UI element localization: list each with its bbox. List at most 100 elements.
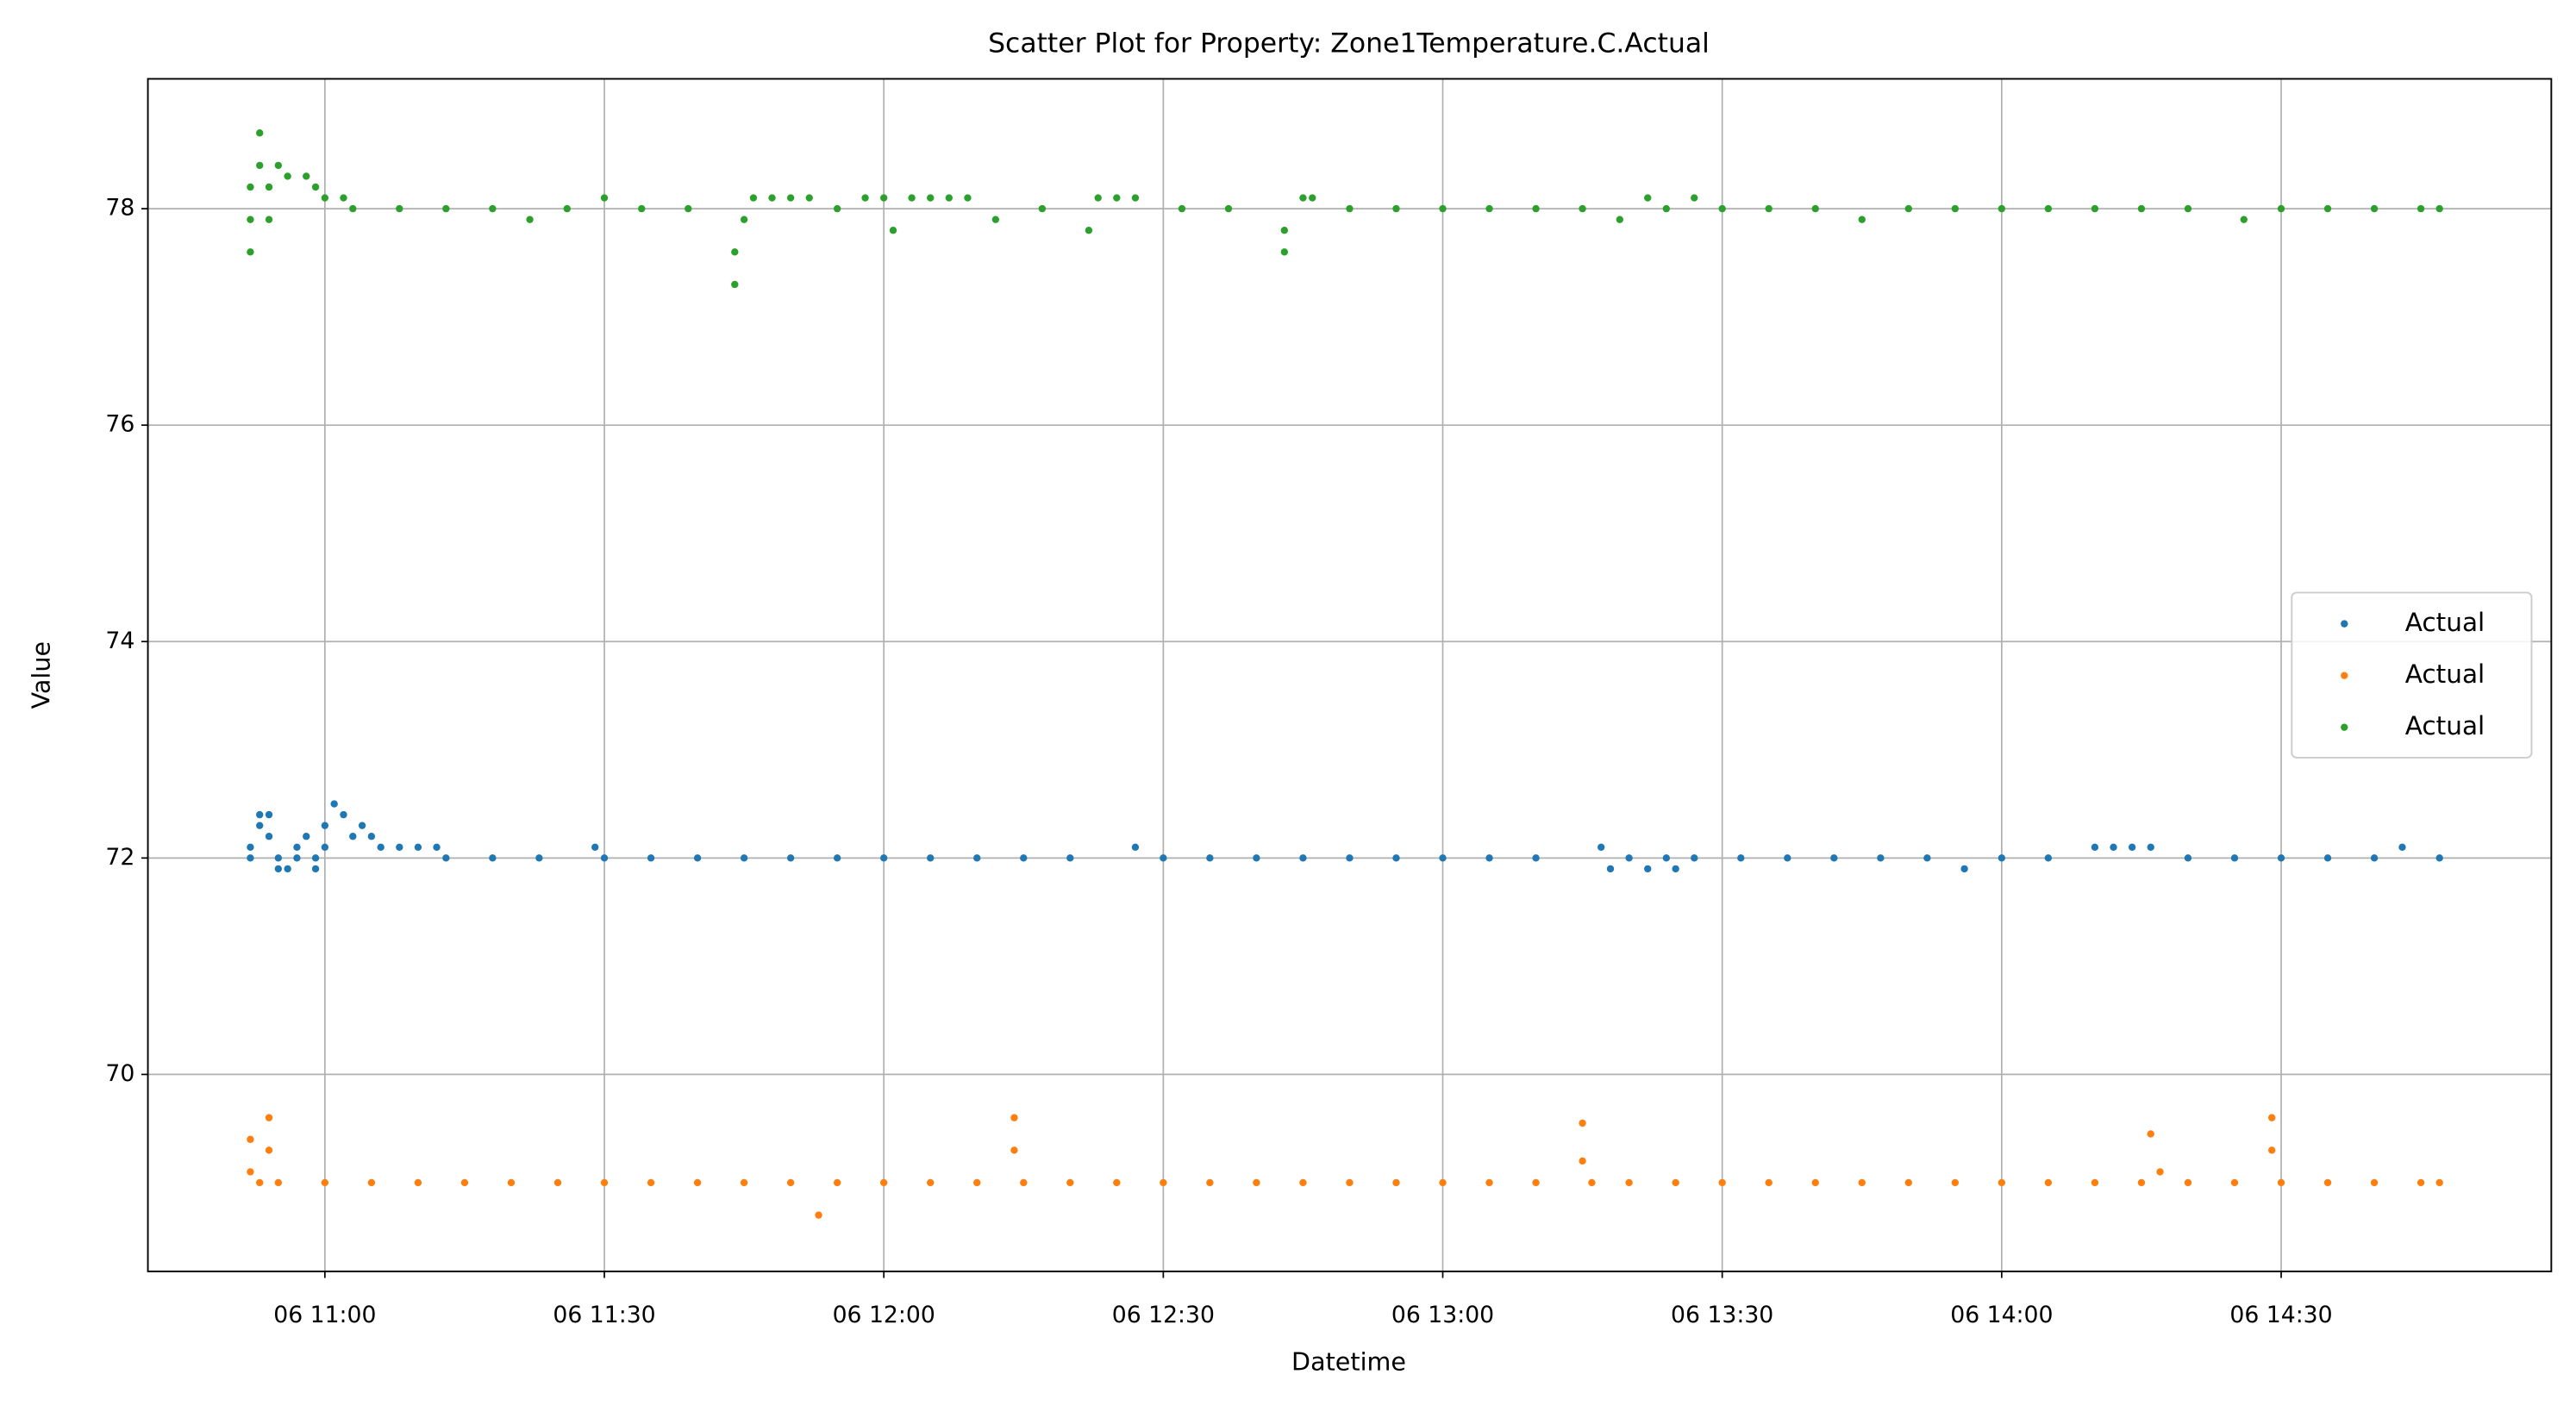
point [833,1178,841,1187]
point [414,843,422,851]
y-tick-label: 78 [105,195,134,222]
point [1485,204,1493,213]
point [927,194,935,202]
point [786,194,795,202]
point [1160,1178,1167,1187]
point [879,194,888,202]
point [1858,216,1866,223]
point [284,172,291,180]
point [2184,204,2192,213]
point [358,822,366,829]
point [2268,1146,2276,1154]
point [945,194,953,202]
point [2147,1130,2154,1138]
point [1178,204,1186,213]
point [1691,194,1698,202]
point [1020,1178,1028,1187]
point [256,129,264,137]
point [2091,843,2099,851]
point [647,854,655,862]
point [908,194,916,202]
point [340,810,347,819]
point [833,854,841,862]
point [2128,843,2136,851]
point [311,854,320,862]
point [1346,854,1354,862]
point [1439,1178,1447,1187]
point [1579,1157,1586,1165]
point [1160,854,1167,862]
point [1765,204,1773,213]
point [303,172,310,180]
y-axis-label: Value [27,641,56,709]
x-tick-label: 06 12:30 [1112,1302,1215,1328]
point [2044,204,2053,213]
point [1299,194,1307,202]
point [600,1178,609,1187]
point [889,227,897,234]
point [265,1114,273,1121]
point [768,194,776,202]
point [274,854,283,862]
point [1718,204,1726,213]
point [1010,1146,1018,1154]
y-tick-label: 74 [105,628,134,654]
point [1346,1178,1354,1187]
point [489,204,497,213]
point [274,161,283,170]
point [1644,865,1652,873]
x-tick-label: 06 14:30 [2229,1302,2332,1328]
point [340,194,347,202]
point [442,854,450,862]
point [731,248,739,256]
point [1224,204,1233,213]
point [303,833,310,840]
point [2323,854,2332,862]
point [1038,204,1047,213]
point [1998,854,2006,862]
point [927,1178,935,1187]
legend-label: Actual [2405,711,2485,740]
point [349,204,357,213]
point [377,843,385,851]
point [414,1178,422,1187]
x-tick-label: 06 12:00 [833,1302,935,1328]
point [731,280,739,289]
point [2277,1178,2285,1187]
point [1691,854,1698,862]
point [2230,1178,2239,1187]
point [2230,854,2239,862]
point [1998,204,2006,213]
point [2091,204,2099,213]
point [311,183,320,191]
legend-marker [2341,620,2348,628]
point [805,194,813,202]
point [2323,204,2332,213]
point [460,1178,469,1187]
point [2110,843,2117,851]
point [293,854,301,862]
point [1960,865,1968,873]
x-tick-label: 06 13:30 [1671,1302,1773,1328]
point [1784,854,1791,862]
point [256,161,264,170]
point [2435,1178,2443,1187]
point [1299,1178,1307,1187]
point [1020,854,1028,862]
point [740,216,748,223]
point [1923,854,1931,862]
point [247,1168,254,1176]
point [1113,194,1121,202]
point [740,1178,748,1187]
point [563,204,571,213]
point [247,1135,254,1143]
point [1616,216,1624,223]
point [2137,204,2146,213]
point [1253,1178,1260,1187]
point [2417,1178,2425,1187]
point [1066,854,1074,862]
point [1998,1178,2006,1187]
point [2370,204,2379,213]
